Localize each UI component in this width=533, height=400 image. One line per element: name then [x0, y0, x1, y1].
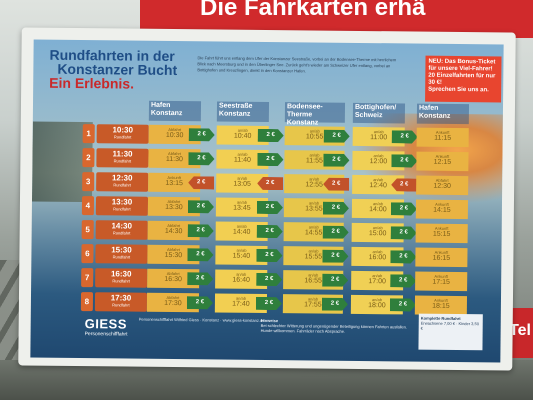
departure-time-cell: 17:30 Rundfahrt	[94, 292, 148, 312]
timetable-poster: Rundfahrten in der Konstanzer Bucht Ein …	[30, 39, 504, 363]
row-number: 5	[81, 220, 94, 240]
stop-time-cell: Ankunft 15:15	[415, 223, 468, 244]
row-number: 2	[82, 148, 95, 168]
stop-time-cell: Ankunft 14:15	[415, 199, 469, 220]
row-number: 8	[80, 292, 94, 312]
departure-time-cell: 15:30 Rundfahrt	[95, 244, 148, 264]
price-arrow-right-icon: 2 €	[187, 272, 213, 285]
row-number: 6	[81, 244, 94, 264]
notes-text: Bei schlechter Witterung und ungenügende…	[260, 322, 408, 334]
departure-time-cell: 11:30 Rundfahrt	[96, 148, 149, 168]
price-arrow-right-icon: 2 €	[187, 248, 213, 261]
departure-time-cell: 16:30 Rundfahrt	[95, 268, 148, 288]
price-arrow-right-icon: 2 €	[256, 249, 282, 262]
stop-time-cell: Ankunft 18:15	[414, 295, 468, 316]
price-arrow-right-icon: 2 €	[390, 274, 416, 287]
bonus-ticket-box: NEU: Das Bonus-Ticket für unsere Viel-Fa…	[425, 55, 502, 103]
stop-time: 12:15	[433, 158, 452, 166]
right-sign-text: Tel	[509, 322, 531, 339]
departure-label: Rundfahrt	[112, 230, 131, 236]
notes-box: Hinweise Bei schlechter Witterung und un…	[261, 318, 411, 335]
logo-text: GIESS	[84, 316, 128, 332]
stop-time-cell: Ankunft 17:15	[415, 271, 468, 292]
column-header: Bodensee-Therme Konstanz	[284, 102, 346, 127]
row-number: 7	[81, 268, 94, 288]
stop-time: 12:30	[433, 182, 451, 190]
departure-label: Rundfahrt	[113, 206, 131, 212]
row-number: 1	[82, 124, 95, 144]
price-arrow-right-icon: 2 €	[257, 153, 283, 166]
stop-time-cell: Ankunft 16:15	[415, 247, 468, 268]
stop-time-cell: Ankunft 12:15	[416, 151, 469, 172]
price-arrow-right-icon: 2 €	[391, 226, 417, 239]
price-arrow-right-icon: 2 €	[257, 225, 283, 238]
price-arrow-right-icon: 2 €	[323, 202, 349, 215]
column-header: Hafen Konstanz	[416, 103, 470, 125]
poster-title: Rundfahrten in der Konstanzer Bucht Ein …	[49, 47, 177, 92]
price-arrow-right-icon: 2 €	[188, 224, 214, 237]
column-header: Seestraße Konstanz	[216, 101, 270, 123]
stop-time: 14:15	[433, 206, 451, 214]
price-arrow-right-icon: 2 €	[390, 298, 416, 311]
title-subtitle: Ein Erlebnis.	[49, 74, 135, 92]
stop-time: 17:15	[432, 278, 450, 286]
price-arrow-right-icon: 2 €	[187, 296, 213, 309]
stop-time: 11:15	[434, 134, 452, 142]
top-sign-text: Die Fahrkarten erhä	[200, 0, 426, 21]
bonus-line-3: 20 Einzelfahrten für nur 30 €!	[428, 72, 496, 86]
price-arrow-right-icon: 2 €	[390, 250, 416, 263]
stop-time: 16:15	[432, 254, 451, 262]
column-header: Bottighofen/ Schweiz	[352, 102, 406, 124]
departure-time-cell: 12:30 Rundfahrt	[96, 172, 149, 192]
contact-info: Personenschifffahrt Wilfried Giess · Kon…	[138, 316, 265, 323]
departure-label: Rundfahrt	[112, 278, 130, 284]
intro-text: Die Fahrt führt uns entlang dem Ufer der…	[197, 55, 397, 74]
row-number: 4	[81, 196, 95, 216]
stop-time: 18:15	[432, 302, 450, 310]
row-number: 3	[82, 172, 95, 192]
departure-label: Rundfahrt	[113, 158, 132, 164]
price-arrow-right-icon: 2 €	[391, 202, 417, 215]
departure-time-cell: 10:30 Rundfahrt	[96, 124, 149, 144]
bonus-line-4: Sprechen Sie uns an.	[428, 86, 489, 94]
price-arrow-right-icon: 2 €	[322, 274, 348, 287]
price-arrow-right-icon: 2 €	[257, 201, 283, 214]
column-header: Hafen Konstanz	[148, 100, 202, 122]
fares-box: Komplette Rundfahrt Erwachsene 7,00 € · …	[418, 313, 483, 351]
price-arrow-right-icon: 2 €	[258, 129, 284, 142]
price-arrow-right-icon: 2 €	[323, 154, 349, 167]
price-arrow-right-icon: 2 €	[256, 273, 282, 286]
giess-logo: GIESS Personenschifffahrt	[84, 316, 144, 347]
price-arrow-right-icon: 2 €	[322, 250, 348, 263]
price-arrow-right-icon: 2 €	[322, 298, 348, 311]
departure-label: Rundfahrt	[112, 302, 130, 308]
stop-time-cell: Ankunft 11:15	[416, 127, 469, 148]
departure-label: Rundfahrt	[113, 182, 131, 188]
departure-label: Rundfahrt	[113, 134, 132, 140]
price-arrow-right-icon: 2 €	[323, 226, 349, 239]
logo-subtext: Personenschifffahrt	[84, 331, 128, 338]
price-arrow-right-icon: 2 €	[324, 130, 350, 143]
departure-label: Rundfahrt	[112, 254, 131, 260]
stop-time-cell: Abfahrt 12:30	[416, 175, 469, 196]
price-arrow-right-icon: 2 €	[189, 128, 215, 141]
fares-text: Erwachsene 7,00 € · Kinder 3,50 €	[420, 320, 480, 331]
stop-time: 15:15	[432, 230, 451, 238]
price-arrow-right-icon: 2 €	[256, 297, 282, 310]
departure-time-cell: 14:30 Rundfahrt	[95, 220, 148, 240]
departure-time-cell: 13:30 Rundfahrt	[95, 196, 149, 216]
price-arrow-right-icon: 2 €	[188, 152, 214, 165]
price-arrow-right-icon: 2 €	[188, 200, 214, 213]
